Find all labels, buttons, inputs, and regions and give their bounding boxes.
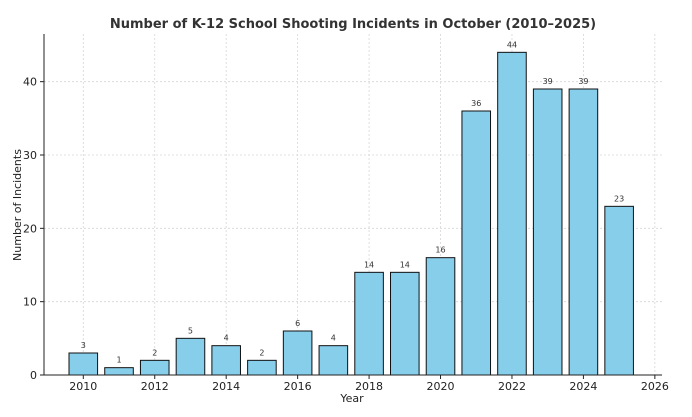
bar-value-label-2024: 39: [578, 77, 588, 86]
x-axis-label: Year: [339, 392, 364, 405]
bar-value-label-2013: 5: [188, 326, 193, 335]
bar-value-label-2017: 4: [331, 334, 336, 343]
x-tick-label-2026: 2026: [641, 380, 669, 393]
bar-2019: [390, 271, 420, 376]
x-tick-label-2012: 2012: [141, 380, 169, 393]
bar-value-label-2010: 3: [81, 341, 86, 350]
bar-value-label-2021: 36: [471, 99, 481, 108]
x-tick-label-2014: 2014: [212, 380, 240, 393]
bar-2011: [104, 367, 134, 376]
bar-2016: [282, 330, 313, 376]
chart-title: Number of K-12 School Shooting Incidents…: [110, 17, 596, 32]
y-tick-label-0: 0: [30, 369, 37, 382]
bar-value-label-2014: 4: [224, 334, 229, 343]
y-tick-label-10: 10: [23, 296, 37, 309]
bar-2022: [497, 51, 527, 376]
x-tick-label-2020: 2020: [427, 380, 455, 393]
x-tick-label-2010: 2010: [69, 380, 97, 393]
bar-2017: [318, 345, 349, 376]
bar-2023: [532, 88, 563, 376]
bar-value-labels: 3 1 2 5 4 2 6 4 14 14 16 36 44 39 39 23: [81, 40, 624, 364]
bar-2014: [211, 345, 241, 376]
bar-2021: [461, 110, 492, 376]
y-tick-label-30: 30: [23, 149, 37, 162]
bar-value-label-2025: 23: [614, 194, 624, 203]
bar-value-label-2016: 6: [295, 319, 300, 328]
bar-value-label-2012: 2: [152, 348, 157, 357]
y-tick-label-20: 20: [23, 222, 37, 235]
tick-labels: 2010 2012 2014 2016 2018 2020 2022 2024 20260102…: [23, 76, 669, 393]
bar-2013: [175, 337, 206, 376]
bar-value-label-2019: 14: [400, 260, 410, 269]
bar-2020: [425, 257, 456, 376]
bar-value-label-2018: 14: [364, 260, 374, 269]
bar-value-label-2022: 44: [507, 40, 517, 49]
bar-value-label-2011: 1: [116, 356, 121, 365]
x-tick-label-2016: 2016: [284, 380, 312, 393]
x-tick-label-2024: 2024: [569, 380, 597, 393]
x-tick-label-2018: 2018: [355, 380, 383, 393]
bar-2025: [604, 205, 634, 376]
bar-2012: [139, 359, 170, 376]
x-tick-label-2022: 2022: [498, 380, 526, 393]
bars: [68, 51, 634, 376]
bar-value-label-2023: 39: [543, 77, 553, 86]
bar-2015: [247, 359, 277, 376]
bar-2010: [68, 352, 99, 376]
bar-2018: [354, 271, 384, 376]
bar-2024: [568, 88, 599, 376]
axes: [40, 34, 662, 379]
y-tick-label-40: 40: [23, 76, 37, 89]
y-axis-label: Number of Incidents: [11, 149, 24, 261]
bar-value-label-2015: 2: [259, 348, 264, 357]
bar-value-label-2020: 16: [435, 246, 445, 255]
